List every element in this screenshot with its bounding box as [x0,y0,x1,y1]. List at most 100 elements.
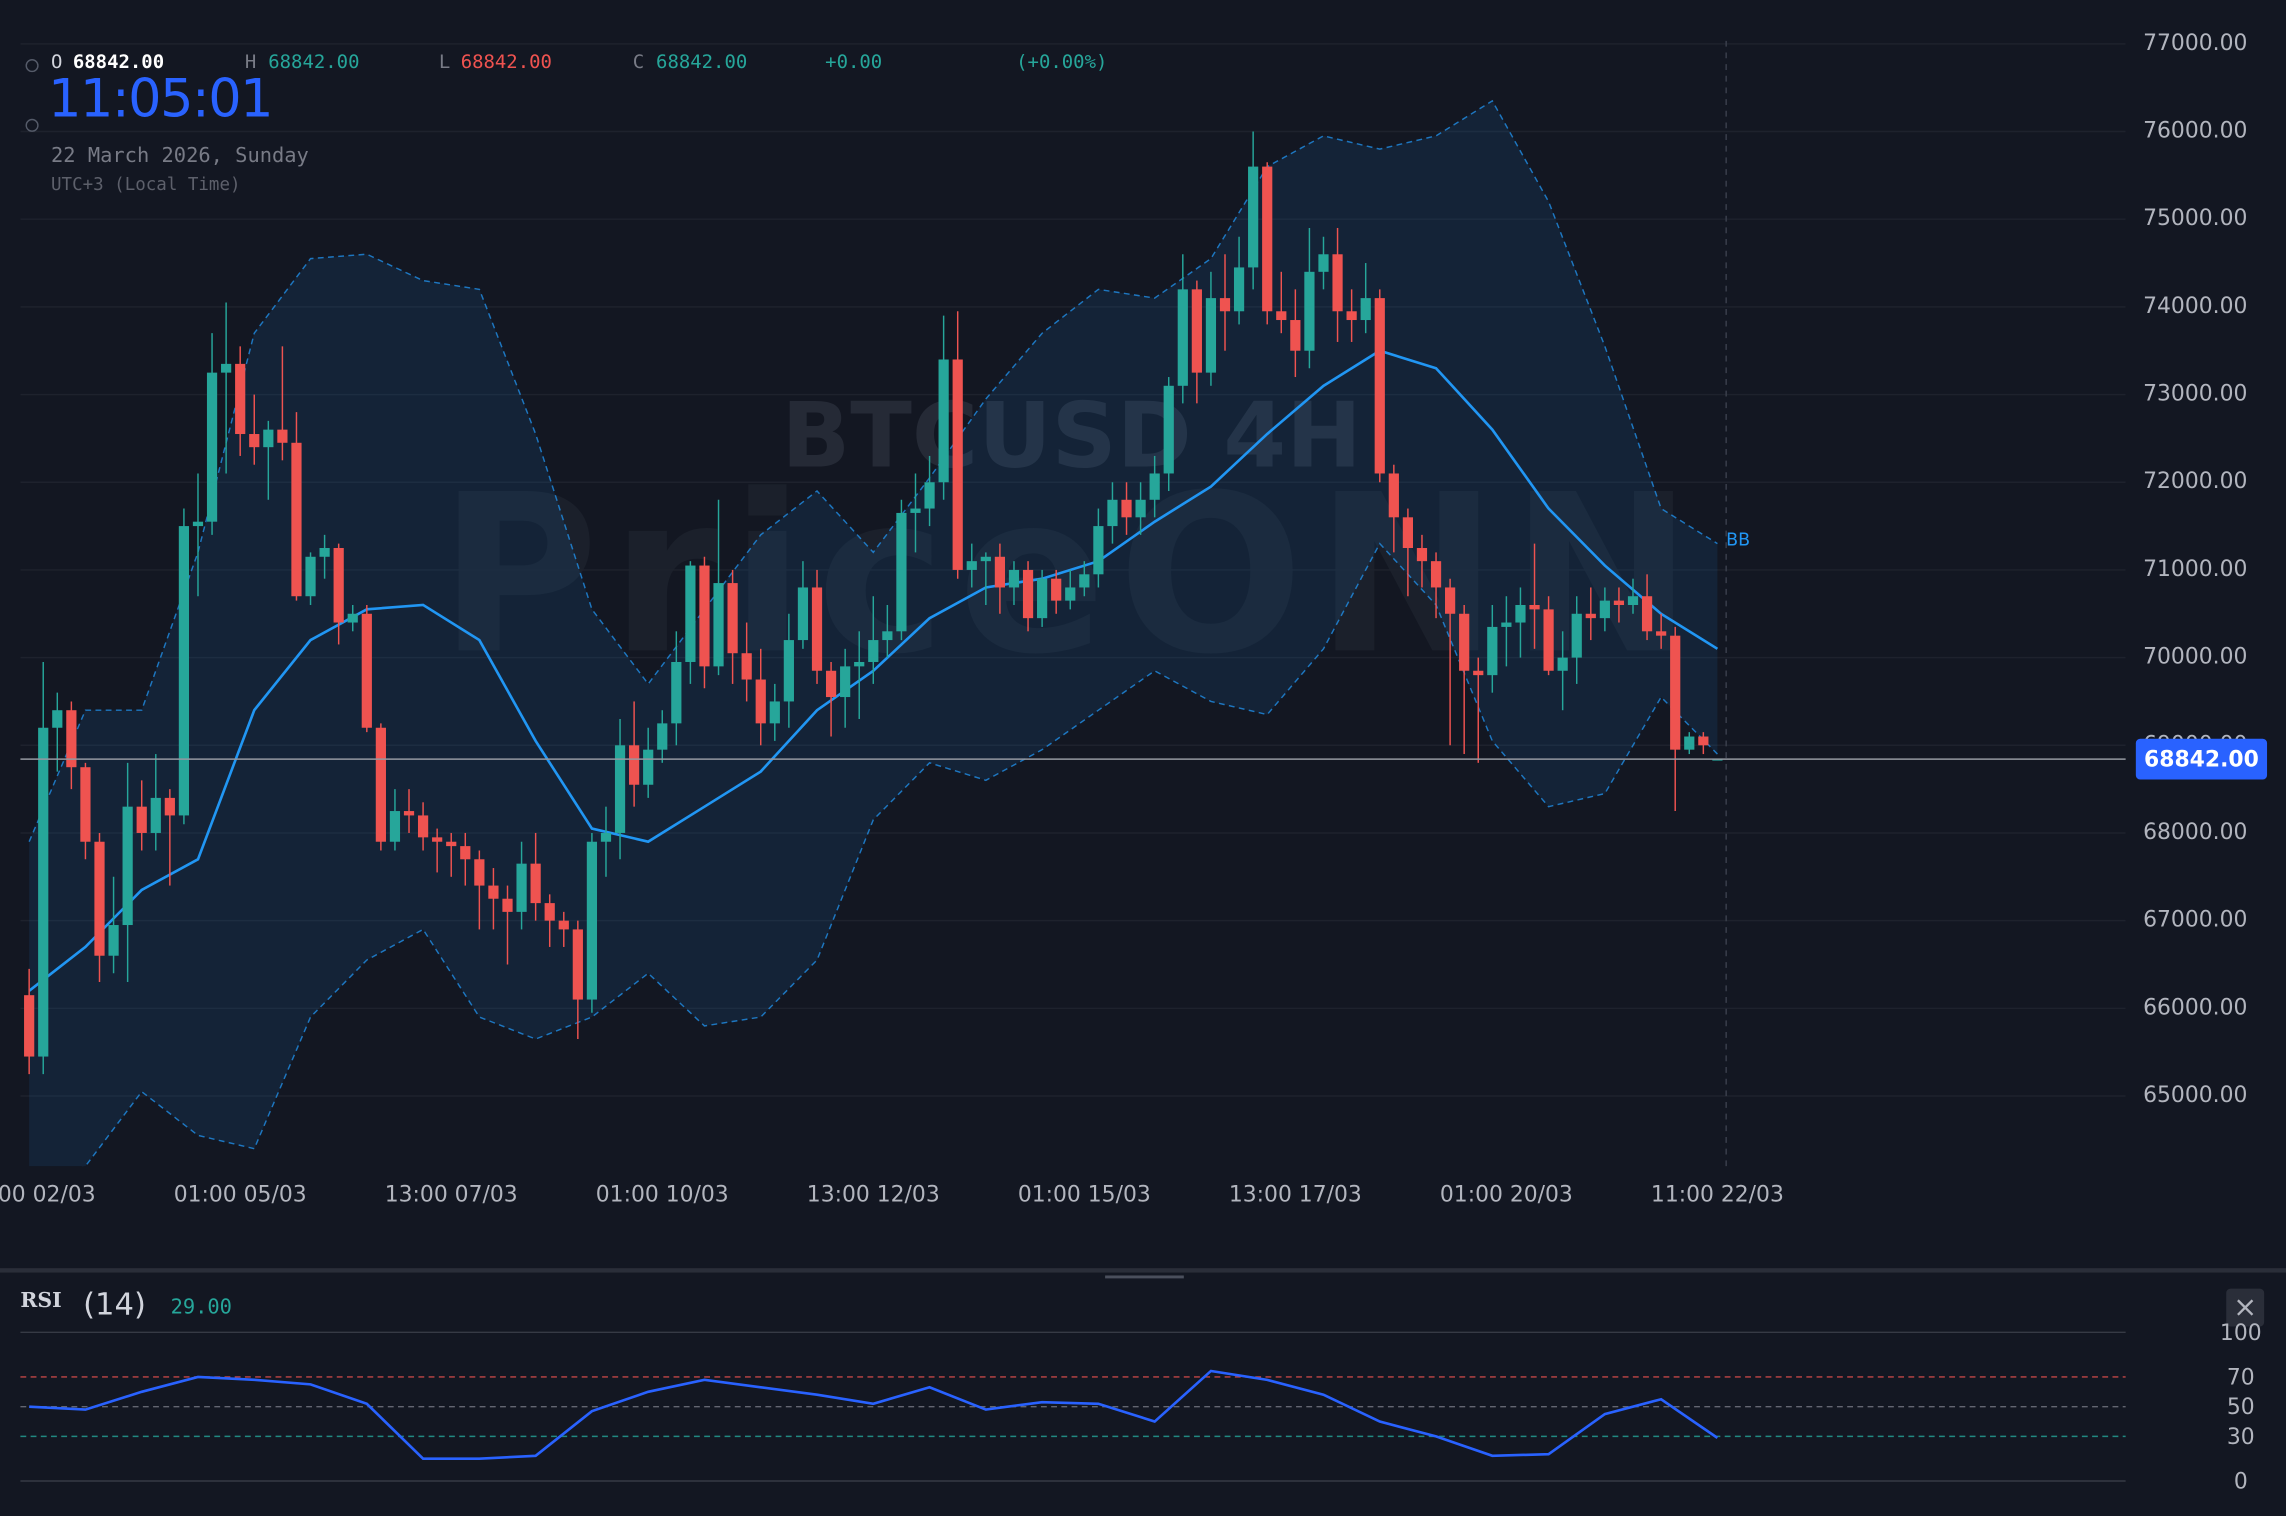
candle-body [1445,587,1455,613]
candle-body [502,899,512,912]
candle-body [277,430,287,443]
candle-body [1558,658,1568,671]
candle-body [953,359,963,569]
candle-body [573,929,583,999]
candle-body [320,548,330,557]
candle-body [94,842,104,956]
y-tick-label: 72000.00 [2143,469,2247,494]
candle-body [432,837,442,841]
y-tick-label: 66000.00 [2143,995,2247,1020]
x-tick-label: 01:00 20/03 [1440,1182,1573,1207]
candle-body [362,614,372,728]
candle-body [1290,320,1300,351]
candle-body [446,842,456,846]
x-tick-label: 01:00 15/03 [1018,1182,1151,1207]
candle-body [896,513,906,631]
x-tick-label: 13:00 07/03 [385,1182,518,1207]
candle-body [1347,311,1357,320]
candle-body [1192,289,1202,372]
bb-label: BB [1726,531,1750,551]
candle-body [249,434,259,447]
candle-body [601,833,611,842]
candle-body [1318,254,1328,272]
close-key: C [633,51,644,73]
candle-body [1206,298,1216,373]
rsi-value: 29.00 [171,1295,232,1319]
candle-body [1473,671,1483,675]
x-tick-label: 13:00 12/03 [807,1182,940,1207]
candle-body [193,522,203,526]
candle-body [123,807,133,925]
candle-body [756,680,766,724]
candle-body [1262,167,1272,312]
close-value: 68842.00 [656,51,747,73]
candle-body [1403,517,1413,548]
timezone: UTC+3 (Local Time) [51,175,240,195]
candle-body [854,662,864,666]
candle-body [840,666,850,697]
candle-body [1220,298,1230,311]
candle-body [305,557,315,596]
low-value: 68842.00 [461,51,552,73]
candle-body [348,614,358,623]
x-tick-label: 13:00 02/03 [0,1182,96,1207]
candle-body [1276,311,1286,320]
candle-body [587,842,597,1000]
x-tick-label: 01:00 05/03 [174,1182,307,1207]
candle-body [924,482,934,508]
y-tick-label: 70000.00 [2143,645,2247,670]
candle-body [1135,500,1145,518]
candle-body [516,864,526,912]
candle-body [376,728,386,842]
candle-body [221,364,231,373]
candle-body [1600,601,1610,619]
candle-body [137,807,147,833]
candle-body [1586,614,1596,618]
candle-body [699,566,709,667]
candle-body [1389,473,1399,517]
candle-body [165,798,175,816]
candle-body [474,859,484,885]
candle-body [404,811,414,815]
candle-body [784,640,794,701]
candle-body [1065,587,1075,600]
candle-body [1234,267,1244,311]
y-tick-label: 77000.00 [2143,31,2247,56]
candle-body [910,509,920,513]
candle-body [263,430,273,448]
candle-body [1037,579,1047,618]
candle-body [151,798,161,833]
candle-body [1009,570,1019,588]
candle-body [1361,298,1371,320]
candle-body [24,995,34,1056]
candle-body [1023,570,1033,618]
candle-body [939,359,949,482]
candle-body [671,662,681,723]
rsi-tick-label: 30 [2227,1425,2255,1450]
candle-body [826,671,836,697]
x-tick-label: 01:00 10/03 [596,1182,729,1207]
candle-body [1178,289,1188,385]
candle-body [1051,579,1061,601]
candle-body [1164,386,1174,474]
pane-handle[interactable] [1105,1275,1184,1278]
rsi-tick-label: 100 [2220,1321,2262,1346]
candle-body [235,364,245,434]
pane-separator[interactable] [0,1268,2286,1272]
candle-body [390,811,400,842]
candle-body [727,583,737,653]
candle-body [1628,596,1638,605]
candle-body [1121,500,1131,518]
candle-body [1107,500,1117,526]
candle-body [418,815,428,837]
candle-body [629,745,639,784]
clock: 11:05:01 [48,69,272,130]
candle-body [179,526,189,815]
candle-body [108,925,118,956]
high-value: 68842.00 [268,51,359,73]
x-tick-label: 11:00 22/03 [1651,1182,1784,1207]
y-tick-label: 74000.00 [2143,294,2247,319]
candle-body [685,566,695,662]
x-tick-label: 13:00 17/03 [1229,1182,1362,1207]
